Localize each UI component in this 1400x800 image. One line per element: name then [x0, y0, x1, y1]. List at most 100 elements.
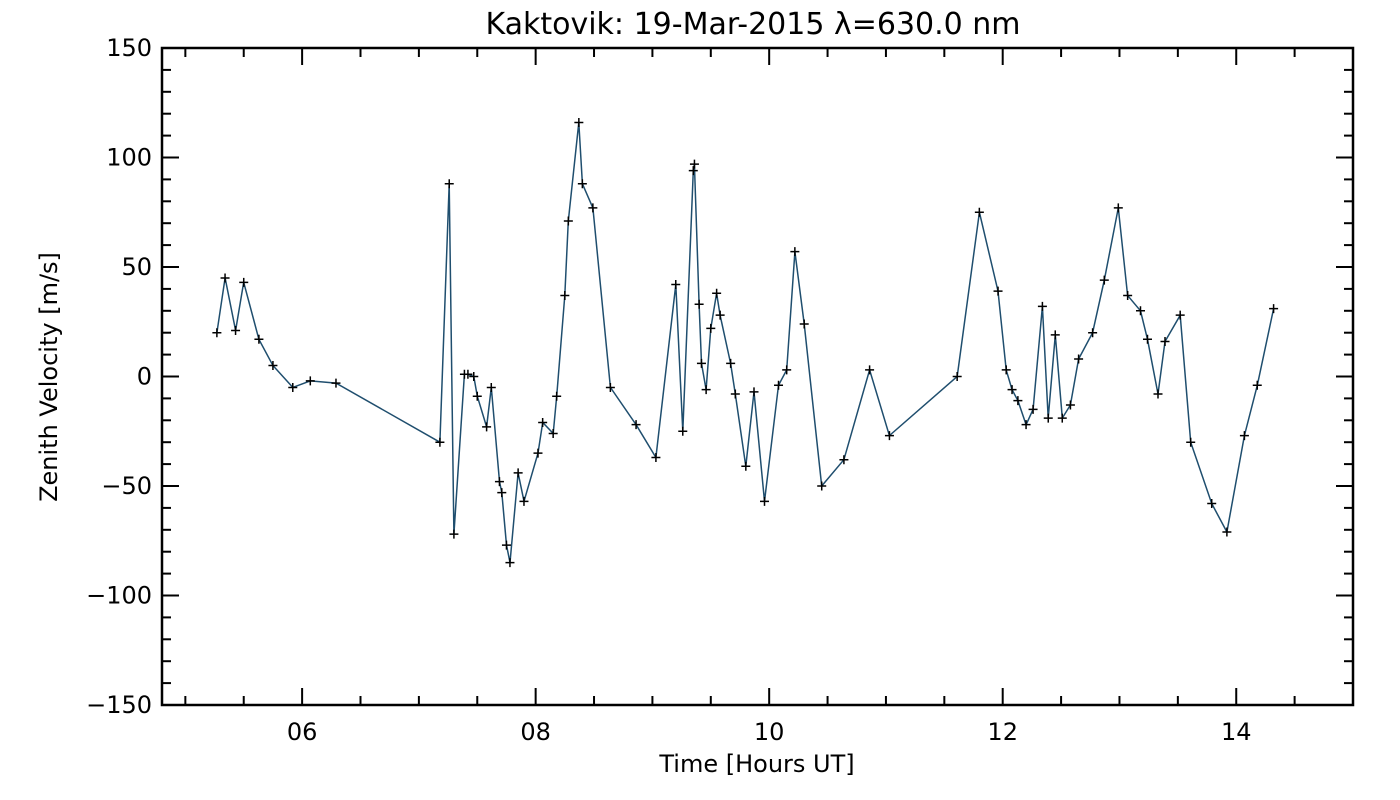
data-point-marker	[1222, 527, 1232, 537]
data-point-marker	[688, 166, 698, 176]
data-point-marker	[694, 299, 704, 309]
data-point-marker	[268, 361, 278, 371]
data-point-marker	[817, 481, 827, 491]
data-series	[212, 117, 1279, 568]
data-point-marker	[254, 334, 264, 344]
data-point-marker	[741, 461, 751, 471]
data-point-marker	[497, 488, 507, 498]
data-point-marker	[482, 422, 492, 432]
data-point-marker	[288, 382, 298, 392]
data-point-marker	[449, 529, 459, 539]
data-point-marker	[1123, 290, 1133, 300]
data-point-marker	[1001, 365, 1011, 375]
data-point-marker	[1153, 389, 1163, 399]
data-point-marker	[715, 310, 725, 320]
data-point-marker	[331, 378, 341, 388]
data-point-marker	[1007, 385, 1017, 395]
data-point-marker	[1074, 354, 1084, 364]
data-point-marker	[505, 558, 515, 568]
data-point-marker	[552, 391, 562, 401]
data-point-marker	[1239, 431, 1249, 441]
plot-frame	[160, 46, 1355, 707]
data-point-marker	[1160, 336, 1170, 346]
data-point-marker	[678, 426, 688, 436]
data-point-marker	[1113, 203, 1123, 213]
y-tick-label: 50	[121, 253, 152, 281]
x-tick-label: 12	[987, 718, 1018, 746]
data-point-marker	[1186, 437, 1196, 447]
data-point-marker	[1043, 413, 1053, 423]
data-point-marker	[469, 372, 479, 381]
data-point-marker	[305, 376, 315, 386]
data-point-marker	[730, 389, 740, 399]
data-point-marker	[588, 203, 598, 213]
y-tick-label: 0	[137, 363, 152, 391]
data-point-marker	[865, 365, 875, 375]
y-tick-label: −100	[86, 582, 152, 610]
data-point-marker	[631, 420, 641, 430]
data-point-marker	[220, 273, 230, 283]
y-tick-label: 150	[106, 34, 152, 62]
data-point-marker	[993, 286, 1003, 296]
data-point-marker	[548, 428, 558, 438]
data-point-marker	[839, 455, 849, 465]
data-point-marker	[884, 431, 894, 441]
data-point-marker	[519, 496, 529, 506]
data-point-marker	[560, 290, 570, 300]
data-point-marker	[563, 216, 573, 226]
data-point-marker	[1050, 330, 1060, 340]
data-point-marker	[494, 477, 504, 487]
data-point-marker	[501, 540, 511, 550]
data-point-marker	[1013, 396, 1023, 406]
data-point-marker	[513, 468, 523, 478]
data-point-marker	[239, 277, 249, 287]
data-point-marker	[1207, 499, 1217, 509]
data-point-marker	[1269, 304, 1279, 314]
data-point-marker	[486, 382, 496, 392]
x-tick-label: 06	[287, 718, 318, 746]
data-point-marker	[689, 159, 699, 169]
data-point-marker	[1175, 310, 1185, 320]
data-point-marker	[790, 247, 800, 257]
series-line	[216, 122, 1275, 563]
y-tick-label: −150	[86, 691, 152, 719]
data-point-marker	[574, 117, 584, 127]
data-point-marker	[706, 323, 716, 333]
data-point-marker	[974, 207, 984, 217]
data-point-marker	[696, 358, 706, 368]
data-point-marker	[671, 280, 681, 290]
data-point-marker	[701, 385, 711, 395]
data-point-marker	[651, 453, 661, 463]
data-point-marker	[1142, 334, 1152, 344]
data-point-marker	[1057, 413, 1067, 423]
data-point-marker	[1028, 404, 1038, 414]
data-point-marker	[538, 417, 548, 427]
data-point-marker	[444, 179, 454, 189]
data-point-marker	[1021, 420, 1031, 430]
data-point-marker	[605, 382, 615, 392]
x-axis-label: Time [Hours UT]	[658, 750, 854, 778]
x-tick-label: 08	[520, 718, 551, 746]
data-point-marker	[533, 448, 543, 458]
chart-title: Kaktovik: 19-Mar-2015 λ=630.0 nm	[485, 7, 1020, 42]
y-axis-label: Zenith Velocity [m/s]	[35, 252, 63, 502]
axis-ticks: 06 08 10 12 14 −150 −100 −50 0 50 100 150	[86, 34, 1354, 746]
data-point-marker	[1037, 301, 1047, 311]
data-point-marker	[1065, 400, 1075, 410]
x-tick-label: 10	[754, 718, 785, 746]
x-tick-label: 14	[1221, 718, 1252, 746]
data-point-marker	[760, 496, 770, 506]
data-point-marker	[952, 372, 962, 381]
y-tick-label: −50	[101, 472, 152, 500]
data-point-marker	[463, 369, 473, 379]
data-point-marker	[749, 387, 759, 397]
data-point-marker	[1088, 328, 1098, 338]
data-point-marker	[1135, 306, 1145, 316]
data-point-marker	[231, 326, 241, 336]
data-point-marker	[212, 328, 222, 338]
data-point-marker	[712, 288, 722, 298]
data-point-marker	[782, 365, 792, 375]
data-point-marker	[799, 319, 809, 329]
data-point-marker	[1252, 380, 1262, 390]
